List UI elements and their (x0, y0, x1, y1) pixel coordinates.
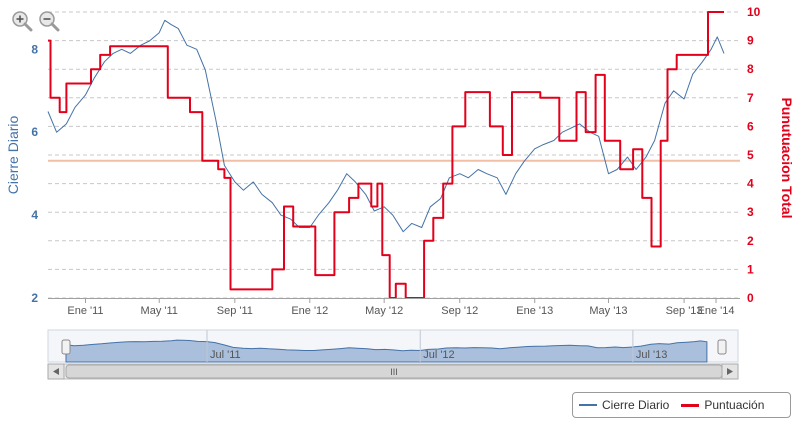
legend-item-cierre-diario[interactable]: Cierre Diario (573, 398, 669, 412)
y-right-tick-label: 9 (747, 34, 754, 48)
zoom-out-icon[interactable] (38, 10, 60, 32)
y-right-tick-label: 6 (747, 119, 754, 133)
x-tick-label: Ene '13 (516, 305, 553, 317)
zoom-in-icon[interactable] (11, 10, 33, 32)
navigator-tick-label: Jul '12 (423, 349, 454, 361)
scrollbar-thumb[interactable] (65, 364, 723, 379)
x-tick-label: May '11 (141, 305, 178, 317)
x-tick-label: Sep '13 (666, 305, 703, 317)
y-right-tick-label: 3 (747, 205, 754, 219)
x-tick-label: Sep '11 (217, 305, 253, 317)
legend-item-puntuacion[interactable]: Puntuación (675, 398, 764, 412)
legend-label-puntuacion: Puntuación (704, 398, 765, 412)
x-tick-label: Sep '12 (441, 305, 478, 317)
legend-swatch-puntuacion (681, 403, 700, 407)
y-left-tick-label: 8 (31, 42, 38, 56)
y-right-tick-label: 7 (747, 91, 754, 105)
y-right-tick-label: 0 (747, 291, 754, 305)
y-left-axis-title: Cierre Diario (5, 116, 21, 195)
y-right-tick-label: 4 (747, 177, 754, 191)
y-right-axis-title: Punutuacion Total (779, 97, 795, 218)
y-right-tick-label: 8 (747, 62, 754, 76)
navigator-right-handle[interactable] (717, 339, 727, 355)
navigator-left-handle[interactable] (61, 339, 71, 355)
x-tick-label: Ene '11 (67, 305, 103, 317)
y-right-tick-label: 5 (747, 148, 754, 162)
y-left-tick-label: 6 (31, 125, 38, 139)
x-tick-label: Ene '14 (698, 305, 735, 317)
grid-lines (48, 11, 740, 299)
axes: Ene '11 May '11 Sep '11 Ene '12 May '12 Sep '… (5, 5, 795, 317)
y-left-tick-label: 2 (31, 291, 38, 305)
y-right-tick-label: 10 (747, 5, 761, 19)
legend: Cierre Diario Puntuación (572, 392, 791, 418)
y-right-tick-label: 2 (747, 234, 754, 248)
x-tick-label: Ene '12 (291, 305, 328, 317)
series-line-0 (47, 19, 725, 233)
scrollbar-grip: III (390, 367, 398, 377)
y-left-tick-label: 4 (31, 208, 38, 222)
navigator-tick-label: Jul '11 (210, 349, 241, 361)
x-tick-label: May '12 (365, 305, 403, 317)
x-tick-label: May '13 (589, 305, 627, 317)
legend-label-cierre: Cierre Diario (602, 398, 670, 412)
scroll-left-arrow-icon (53, 368, 59, 375)
navigator-tick-label: Jul '13 (636, 349, 667, 361)
y-right-tick-label: 1 (747, 262, 754, 276)
legend-swatch-cierre (579, 404, 597, 406)
scroll-right-arrow-icon (727, 368, 733, 375)
navigator[interactable]: Jul '11 Jul '12 Jul '13 III (47, 329, 739, 380)
navigator-area (65, 339, 708, 363)
